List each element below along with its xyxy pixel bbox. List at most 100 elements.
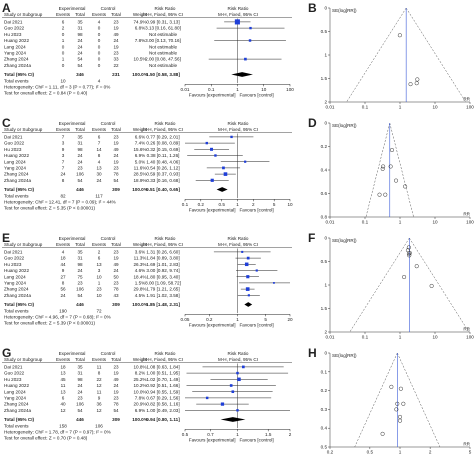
panel-g-row-events-e: 45: [60, 377, 66, 382]
funnel-f-x-label: RR: [463, 327, 470, 332]
panel-a-row-events-c: 4: [98, 20, 101, 25]
panel-c-favours-left: Favours [experimental]: [189, 207, 236, 212]
panel-c-row-study: Huang 2022: [4, 153, 29, 158]
panel-e-favours-right: Favours [control]: [240, 322, 274, 327]
panel-a-row-study: Zhang 2024: [4, 57, 29, 62]
panel-c-row-total-c: 23: [113, 135, 119, 140]
panel-a-row-total-e: 31: [77, 26, 83, 31]
panel-g-row-ci: 1.00 [0.51, 1.95]: [146, 371, 179, 376]
panel-e-row-ci: 1.79 [1.21, 2.65]: [146, 287, 179, 292]
funnel-d-funnel-right: [389, 122, 414, 218]
panel-g-row-total-c: 49: [113, 377, 119, 382]
panel-g-row-events-c: 12: [96, 408, 102, 413]
funnel-h-study-point: [380, 431, 385, 436]
panel-c-study-box: [230, 135, 233, 139]
funnel-h-y-tick-label: 0.2: [321, 388, 328, 393]
panel-a-row-weight: 74.9%: [133, 20, 146, 25]
panel-g-row-ci: 1.00 [0.49, 2.03]: [146, 408, 179, 413]
panel-a-row-study: Guo 2022: [4, 26, 25, 31]
panel-c-letter: C: [2, 116, 11, 130]
panel-a-row-ci: 0.99 [0.31, 3.13]: [146, 20, 179, 25]
panel-g-row-total-e: 35: [77, 365, 83, 370]
panel-a-row-total-e: 98: [77, 32, 83, 37]
panel-e-total-weight: 100.0%: [132, 302, 148, 307]
panel-g-row-study: Yang 2024: [4, 396, 26, 401]
panel-c-row-total-c: 54: [113, 178, 119, 183]
panel-g-row-ci: 0.92 [0.51, 1.66]: [146, 383, 179, 388]
panel-g-row-total-e: 31: [77, 371, 83, 376]
panel-g-row-study: Dai 2021: [4, 365, 23, 370]
panel-a-row-ci: Not estimable: [149, 44, 178, 49]
panel-c-row-study: Zhang 2024a: [4, 178, 32, 183]
panel-c-x-tick-label: 0.5: [219, 202, 226, 207]
funnel-h-funnel-left: [354, 352, 398, 448]
panel-c-row-events-e: 3: [62, 141, 65, 146]
panel-g-study-box: [237, 377, 241, 382]
panel-a-row-ci: 3.13 [0.16, 61.80]: [145, 26, 181, 31]
panel-g-hdr-events-c: Events: [92, 357, 107, 362]
panel-e-study-box: [247, 294, 250, 297]
panel-g-hdr-study: Study or Subgroup: [4, 357, 43, 362]
panel-a-total-events-e: 10: [60, 78, 66, 83]
panel-g-row-ci: 1.02 [0.70, 1.49]: [146, 377, 179, 382]
panel-e-row-events-e: 24: [60, 293, 66, 298]
panel-a-row-events-e: 6: [62, 20, 65, 25]
panel-e-hdr-total-e: Total: [75, 242, 85, 247]
funnel-h-study-point: [397, 414, 403, 419]
panel-a-row-total-c: 33: [113, 57, 119, 62]
panel-a-x-tick-label: 100: [286, 87, 294, 92]
funnel-f-x-tick-label: 0.1: [362, 335, 369, 340]
panel-e-row-weight: 3.6%: [135, 250, 145, 255]
panel-c-hdr-ci: M-H, Fixed, 95% CI: [143, 127, 183, 132]
panel-g-row-weight: 7.8%: [135, 396, 145, 401]
panel-e-row-total-e: 106: [76, 287, 84, 292]
panel-g-row-weight: 10.0%: [133, 389, 146, 394]
panel-g-x-tick-label: 0.5: [182, 432, 189, 437]
panel-c-total-c: 309: [112, 187, 120, 192]
funnel-d-x-tick-label: 1: [399, 220, 402, 225]
panel-e-study-box: [241, 250, 244, 253]
funnel-d-y-tick-label: 0: [324, 121, 327, 126]
funnel-h-funnel-right: [397, 352, 441, 448]
panel-c-hdr-total-c: Total: [111, 127, 121, 132]
funnel-h-letter: H: [308, 346, 317, 360]
funnel-b-x-tick-label: 10: [432, 105, 438, 110]
panel-e-hdr-weight: Weight: [133, 242, 148, 247]
panel-e-study-box: [245, 287, 250, 291]
panel-e-row-total-c: 19: [113, 256, 119, 261]
panel-e-row-events-e: 9: [62, 268, 65, 273]
panel-e-row-study: Huang 2022: [4, 268, 29, 273]
panel-c-x-tick-label: 0.2: [198, 202, 205, 207]
panel-e-overall-effect: Test for overall effect: Z = 5.39 (P < 0…: [4, 321, 95, 326]
panel-g-row-ci: 0.94 [0.55, 1.59]: [146, 389, 179, 394]
panel-a-row-events-e: 0: [62, 51, 65, 56]
panel-g-overall-effect: Test for overall effect: Z = 0.70 (P = 0…: [4, 436, 88, 441]
panel-e-row-events-e: 56: [60, 287, 66, 292]
panel-c-total-events-label: Total events: [4, 193, 29, 198]
panel-e-heterogeneity: Heterogeneity: Chi² = 4.96, df = 7 (P = …: [4, 315, 111, 320]
panel-e-total-events-e: 190: [59, 308, 67, 313]
panel-e-row-events-e: 27: [60, 274, 66, 279]
funnel-d-x-label: RR: [463, 212, 470, 217]
panel-e-row-total-e: 54: [77, 293, 83, 298]
panel-a-total-events-label: Total events: [4, 78, 29, 83]
panel-e-hdr-events-e: Events: [56, 242, 71, 247]
panel-e-row-study: Dai 2021: [4, 250, 23, 255]
panel-e-row-events-e: 4: [62, 250, 65, 255]
panel-a-study-box: [248, 39, 252, 42]
panel-a-row-total-c: 24: [113, 38, 119, 43]
panel-g-study-box: [205, 396, 209, 400]
funnel-f-y-tick-label: 0.5: [321, 259, 328, 264]
funnel-f-study-point: [407, 250, 412, 256]
panel-c-row-events-c: 8: [98, 153, 101, 158]
funnel-b-y-tick-label: 0.5: [321, 29, 328, 34]
panel-a-row-events-e: 0: [62, 63, 65, 68]
panel-g-row-weight: 10.8%: [133, 365, 146, 370]
funnel-h-study-point: [395, 401, 400, 406]
panel-g-row-events-c: 11: [97, 365, 102, 370]
panel-c-row-total-e: 23: [77, 166, 83, 171]
panel-a-row-weight: 10.5%: [133, 57, 146, 62]
funnel-b-y-tick-label: 1.5: [321, 76, 328, 81]
panel-g-hdr-events-e: Events: [56, 357, 71, 362]
panel-c-row-total-e: 31: [77, 141, 83, 146]
